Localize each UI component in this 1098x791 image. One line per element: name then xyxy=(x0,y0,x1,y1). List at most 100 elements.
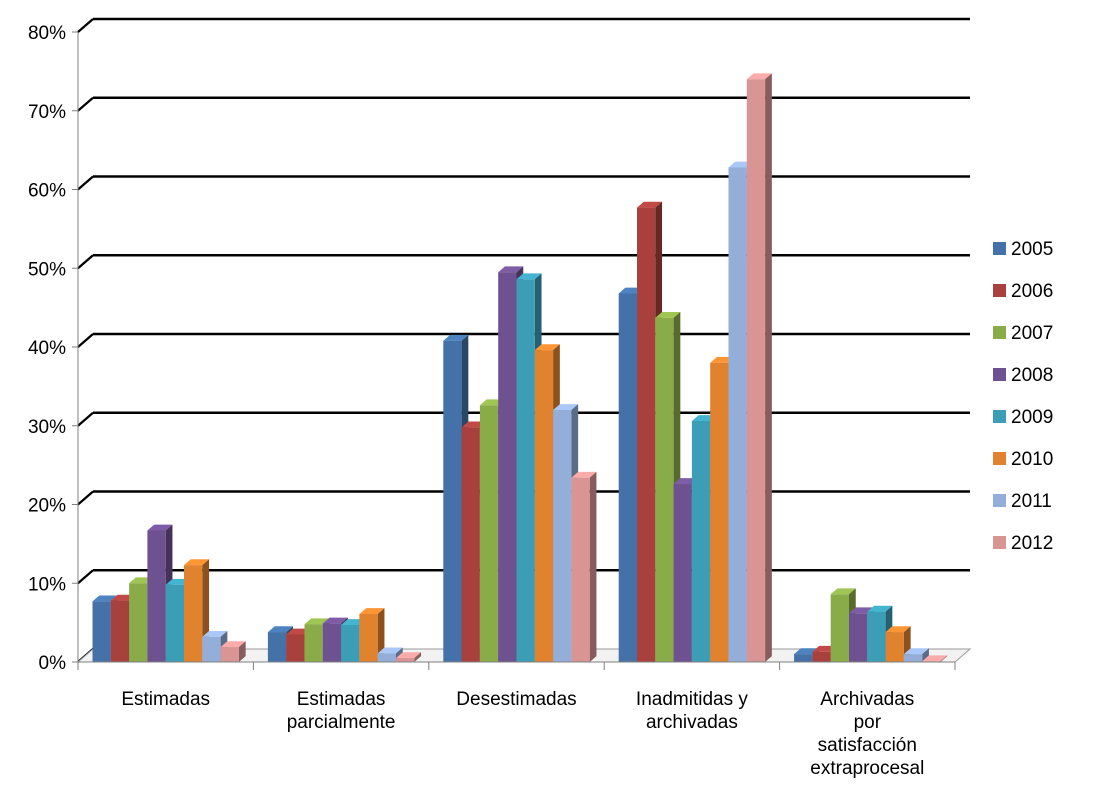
y-tick-label: 50% xyxy=(28,259,66,280)
bar xyxy=(903,648,929,662)
x-tick-label: Archivadas por satisfacción extraprocesal xyxy=(810,689,924,779)
bar-top xyxy=(322,617,348,624)
bar-front xyxy=(849,613,868,662)
bar-top xyxy=(147,524,173,531)
y-tick-label: 70% xyxy=(28,102,66,123)
bar-front xyxy=(637,207,656,663)
legend-item: 2012 xyxy=(993,533,1053,554)
bar-side xyxy=(414,652,422,662)
bar-front xyxy=(92,601,111,662)
legend-item: 2005 xyxy=(993,239,1053,260)
bar-front xyxy=(322,623,342,662)
bar-front xyxy=(830,594,849,662)
bar-top xyxy=(359,608,385,614)
y-axis: 0% 10% 20% 30% 40% 50% 60% 70% 80% xyxy=(28,23,79,674)
x-axis: Estimadas Estimadas parcialmente Desestimad… xyxy=(77,661,956,779)
bar-front xyxy=(461,427,480,662)
legend-swatch xyxy=(993,326,1006,339)
gridline-depth xyxy=(77,490,94,506)
y-tick-label: 0% xyxy=(39,653,67,674)
bar-front xyxy=(359,613,378,662)
legend-label: 2009 xyxy=(1011,407,1053,428)
bar-front xyxy=(534,350,554,662)
x-tick-label: Desestimadas xyxy=(456,689,576,710)
bar-front xyxy=(673,484,692,662)
bar-top xyxy=(184,559,210,566)
gridline-depth xyxy=(77,18,94,33)
y-tick-label: 40% xyxy=(28,338,66,359)
legend: 2005 2006 2007 2008 2009 2010 2011 2012 xyxy=(993,239,1053,554)
gridline-depth xyxy=(77,333,94,348)
x-tick-label: Estimadas xyxy=(121,689,210,710)
bar-top xyxy=(830,588,856,595)
legend-label: 2006 xyxy=(1011,281,1053,302)
bar xyxy=(746,73,772,662)
bar-front xyxy=(129,583,148,662)
legend-swatch xyxy=(993,242,1006,255)
legend-swatch xyxy=(993,368,1006,381)
legend-label: 2005 xyxy=(1011,239,1053,260)
legend-swatch xyxy=(993,410,1006,423)
bar-front xyxy=(885,632,904,662)
legend-item: 2007 xyxy=(993,323,1053,344)
bar-front xyxy=(110,600,130,662)
bar-front xyxy=(571,477,590,662)
bar-front xyxy=(341,624,360,662)
bar-top xyxy=(92,595,118,602)
bar-front xyxy=(184,565,203,662)
legend-label: 2007 xyxy=(1011,323,1053,344)
bar-top xyxy=(516,273,542,280)
bar-top xyxy=(571,471,597,478)
bar-front xyxy=(691,421,711,662)
bar-top xyxy=(443,334,469,341)
bar-side xyxy=(377,608,385,662)
bar-front xyxy=(655,317,674,662)
bar-front xyxy=(746,79,766,662)
x-tick-label: Inadmitidas y archivadas xyxy=(636,689,748,733)
bars xyxy=(92,73,948,663)
bar-top xyxy=(220,641,246,648)
legend-item: 2006 xyxy=(993,281,1053,302)
bar-top xyxy=(867,605,893,612)
bar-front xyxy=(443,340,462,662)
y-tick-label: 30% xyxy=(28,417,66,438)
bar-front xyxy=(165,584,184,662)
bar-front xyxy=(220,647,239,662)
bar-top xyxy=(746,73,772,80)
legend-swatch xyxy=(993,536,1006,549)
gridline-depth xyxy=(77,175,94,191)
bar-front xyxy=(267,632,287,662)
bar xyxy=(396,652,422,662)
bar-top xyxy=(903,648,929,655)
bar-front xyxy=(812,651,831,662)
bar xyxy=(571,471,597,662)
bar-top xyxy=(498,266,524,273)
legend-label: 2008 xyxy=(1011,365,1053,386)
bar-top xyxy=(267,626,293,633)
legend-swatch xyxy=(993,452,1006,465)
bar-front xyxy=(903,654,923,662)
bar-front xyxy=(479,405,499,662)
bar-front xyxy=(286,634,305,662)
bar-top xyxy=(304,618,330,625)
bar-top xyxy=(553,404,579,410)
bar-top xyxy=(655,312,681,318)
bar-top xyxy=(922,655,948,662)
bar-side xyxy=(922,648,929,662)
bar-side xyxy=(765,73,772,662)
bar-side xyxy=(589,471,597,662)
bar-front xyxy=(498,272,517,662)
bar-top xyxy=(637,201,663,208)
y-tick-label: 20% xyxy=(28,496,66,517)
bar-top xyxy=(396,652,422,659)
bar-front xyxy=(377,653,396,662)
bar-front xyxy=(396,658,415,662)
bar-front xyxy=(516,279,535,662)
bar-top xyxy=(885,626,911,633)
y-tick-label: 10% xyxy=(28,574,66,595)
bar-front xyxy=(710,362,729,662)
bar-side xyxy=(940,655,948,662)
bar-front xyxy=(553,410,572,662)
bar-front xyxy=(304,624,323,662)
legend-item: 2011 xyxy=(993,491,1052,512)
